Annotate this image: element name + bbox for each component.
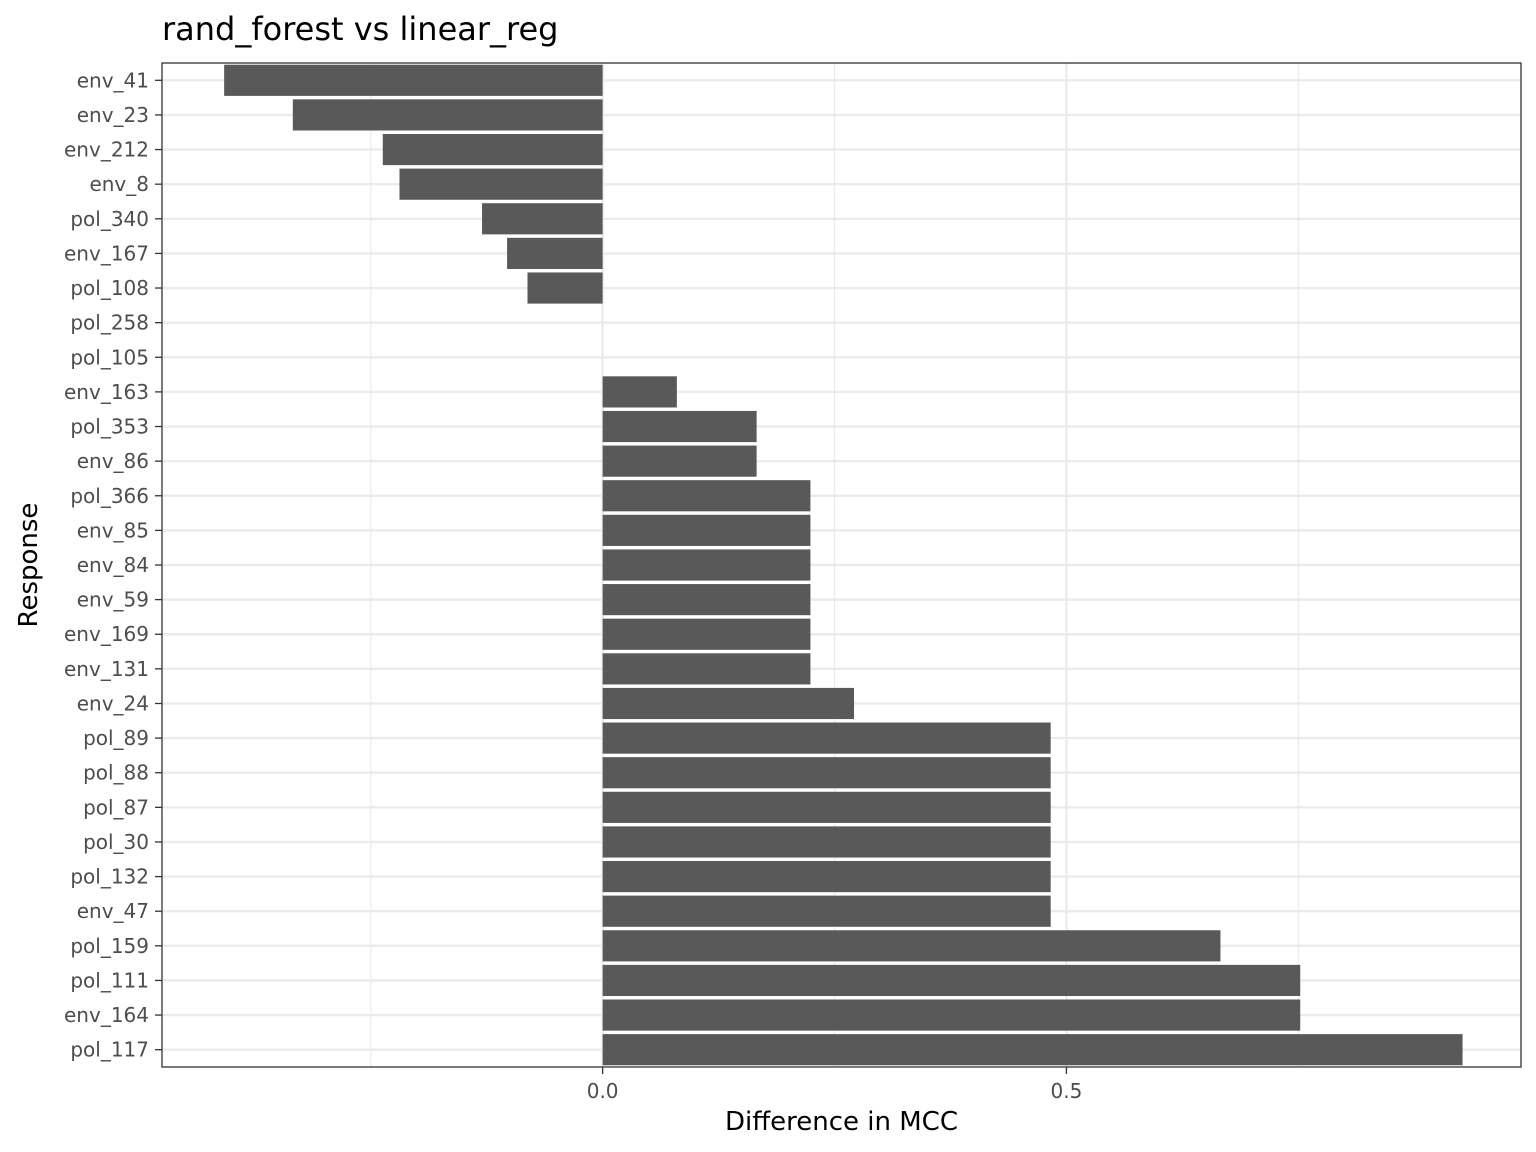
y-tick-label: env_24 xyxy=(77,691,149,715)
y-tick-label: pol_111 xyxy=(70,968,149,992)
bar xyxy=(482,203,603,235)
bar xyxy=(602,410,757,443)
y-tick-label: env_59 xyxy=(77,588,149,612)
y-tick-label: pol_117 xyxy=(70,1038,149,1062)
bar xyxy=(602,584,811,616)
bar xyxy=(602,861,1051,893)
bars xyxy=(224,64,1463,1066)
bar xyxy=(602,826,1051,858)
bar xyxy=(224,64,603,96)
bar xyxy=(602,722,1051,754)
bar xyxy=(602,930,1221,962)
bar xyxy=(602,549,811,581)
y-tick-label: env_84 xyxy=(77,553,149,577)
y-tick-label: pol_87 xyxy=(83,795,149,819)
bar xyxy=(602,376,677,408)
y-tick-label: pol_340 xyxy=(70,207,149,231)
bar xyxy=(602,653,811,685)
x-tick-label: 0.0 xyxy=(587,1079,619,1103)
x-tick-label: 0.5 xyxy=(1051,1079,1083,1103)
y-tick-label: pol_353 xyxy=(70,415,149,439)
y-tick-label: env_41 xyxy=(77,68,149,92)
bar xyxy=(399,168,603,200)
y-tick-label: pol_30 xyxy=(83,830,149,854)
y-tick-label: pol_366 xyxy=(70,484,149,508)
bar xyxy=(602,445,757,477)
x-axis-title: Difference in MCC xyxy=(725,1107,958,1137)
bar xyxy=(382,133,603,166)
y-tick-label: env_163 xyxy=(64,380,149,404)
bar xyxy=(602,618,811,650)
y-tick-label: env_167 xyxy=(64,241,149,265)
bar xyxy=(602,895,1051,927)
y-tick-label: pol_159 xyxy=(70,934,149,958)
y-tick-label: pol_108 xyxy=(70,276,149,300)
bar xyxy=(602,791,1051,823)
y-axis: env_41 env_23 env_212 env_8 pol_340 env_167po… xyxy=(64,68,162,1062)
bar xyxy=(602,480,811,512)
y-tick-label: pol_132 xyxy=(70,865,149,889)
y-tick-label: env_86 xyxy=(77,449,149,473)
y-tick-label: env_85 xyxy=(77,518,149,542)
bar xyxy=(602,514,811,546)
bar xyxy=(602,757,1051,789)
y-tick-label: env_131 xyxy=(64,657,149,681)
y-tick-label: env_164 xyxy=(64,1003,149,1027)
bar xyxy=(602,999,1301,1031)
bar xyxy=(602,964,1301,997)
y-tick-label: env_47 xyxy=(77,899,149,923)
bar xyxy=(292,99,603,131)
y-tick-label: pol_89 xyxy=(83,726,149,750)
bar xyxy=(527,272,603,304)
y-tick-label: pol_88 xyxy=(83,761,149,785)
y-tick-label: pol_105 xyxy=(70,345,149,369)
x-axis: 0.0 0.5 xyxy=(587,1067,1083,1103)
y-tick-label: env_212 xyxy=(64,138,149,162)
y-tick-label: env_23 xyxy=(77,103,149,127)
bar xyxy=(602,1034,1463,1066)
y-tick-label: env_8 xyxy=(89,172,149,196)
y-tick-label: env_169 xyxy=(64,622,149,646)
bar xyxy=(602,687,855,720)
bar xyxy=(507,237,603,269)
chart-title: rand_forest vs linear_reg xyxy=(162,10,558,48)
y-axis-title: Response xyxy=(14,503,44,628)
y-tick-label: pol_258 xyxy=(70,311,149,335)
